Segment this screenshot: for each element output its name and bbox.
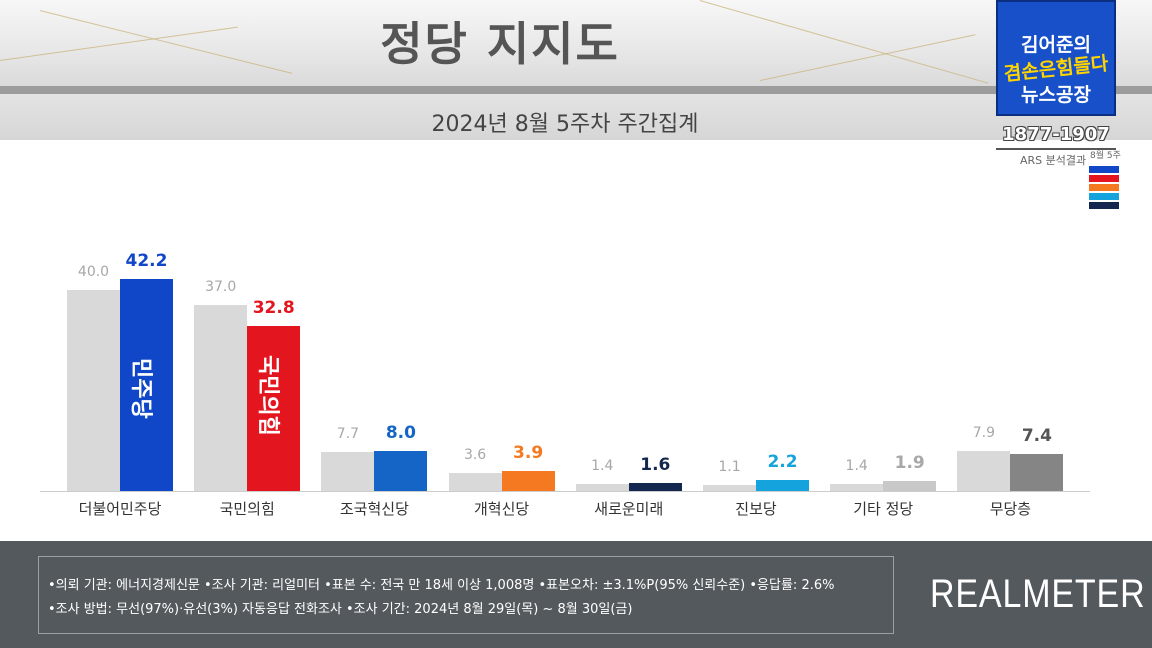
header: 정당 지지도 [0,0,1152,92]
survey-notes-box [38,556,894,634]
bar-previous [194,305,248,491]
page-subtitle: 2024년 8월 5주차 주간집계 [431,112,699,137]
page-title: 정당 지지도 [380,17,620,71]
data-label-previous: 37.0 [205,279,237,296]
ppp-party-logo: 국민의힘 [255,355,281,436]
data-label-current: 32.8 [252,298,295,319]
channel-logo-line1: 김어준의 [1021,34,1091,56]
category-label: 무당층 [989,500,1032,518]
bar-previous [321,452,375,491]
mini-bar [1089,184,1119,191]
bar-current [120,279,173,491]
data-label-previous: 7.7 [336,426,360,443]
bar-previous [957,451,1011,491]
bar-previous [703,485,756,491]
bar-previous [448,472,502,491]
data-label-current: 1.6 [640,454,671,475]
mini-bar [1089,202,1119,209]
bar-current [628,482,682,491]
week-label: 8월 5주 [1090,151,1121,161]
category-label: 진보당 [735,500,777,518]
survey-note-line1: •의뢰 기관: 에너지경제신문 •조사 기관: 리얼미터 •표본 수: 전국 만… [48,578,835,593]
bar-current [501,471,555,491]
minjoo-party-logo: 민주당 [128,358,153,419]
data-label-current: 1.9 [894,453,925,474]
data-label-previous: 3.6 [463,446,487,463]
category-label: 새로운미래 [594,500,664,518]
footer [0,541,1152,648]
bar-current [1010,453,1064,491]
mini-bar [1089,193,1119,200]
category-label: 개혁신당 [473,500,530,518]
ars-label: ARS 분석결과 [1020,154,1087,167]
bar-current [756,479,809,491]
category-label: 더불어민주당 [78,500,162,518]
divider [996,148,1116,150]
data-label-current: 2.2 [767,451,798,472]
channel-phone: 1877-1907 [1002,124,1110,145]
data-label-current: 42.2 [125,251,168,272]
data-label-previous: 1.4 [845,457,868,474]
bar-previous [830,483,884,491]
data-label-current: 7.4 [1021,425,1052,446]
realmeter-logo: REALMETER [930,572,1146,616]
bar-current [247,326,301,491]
data-label-previous: 1.4 [591,457,614,474]
mini-bar [1089,175,1119,182]
channel-logo-line3: 뉴스공장 [1021,84,1091,106]
data-label-previous: 1.1 [718,459,741,476]
channel-logo: 김어준의 겸손은힘들다 뉴스공장 [996,0,1116,116]
bar-previous [575,483,629,491]
data-label-previous: 7.9 [972,425,996,442]
x-axis-baseline [40,491,1090,492]
bar-previous [67,290,120,491]
subtitle-band [0,94,1152,140]
category-label: 기타 정당 [853,500,914,518]
category-label: 조국혁신당 [339,500,409,518]
mini-bar-legend [1089,166,1119,210]
bar-current [374,450,428,491]
divider [0,86,1152,94]
category-label: 국민의힘 [219,500,275,518]
bar-chart: 40.0 42.2 더불어민주당 민주당 37.0 32.8 국민의힘 국민의힘 7.7 8.0 조… [67,251,1064,518]
data-label-previous: 40.0 [77,264,110,281]
data-label-current: 8.0 [385,422,416,443]
data-label-current: 3.9 [513,443,544,464]
bar-current [883,481,937,491]
survey-note-line2: •조사 방법: 무선(97%)·유선(3%) 자동응답 전화조사 •조사 기간:… [48,602,633,617]
mini-bar [1089,166,1119,173]
